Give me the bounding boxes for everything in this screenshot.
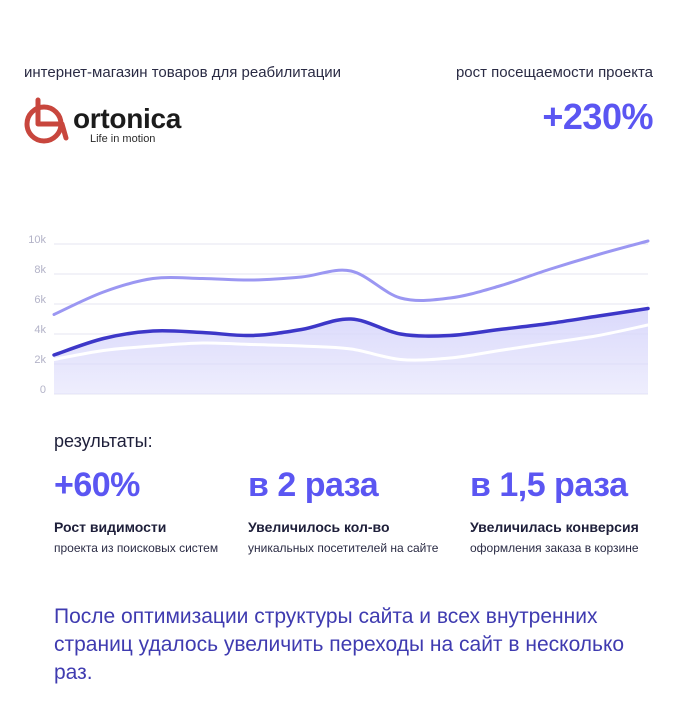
ortonica-logo xyxy=(24,97,69,144)
metric-desc-conversion: оформления заказа в корзине xyxy=(470,541,639,555)
logo-name: ortonica xyxy=(73,103,182,134)
y-tick-label: 10k xyxy=(28,234,46,246)
summary-text: После оптимизации структуры сайта и всех… xyxy=(54,605,625,684)
metric-title-visitors: Увеличилось кол-во xyxy=(248,519,390,535)
logo-tagline: Life in motion xyxy=(90,133,156,145)
growth-value: +230% xyxy=(542,96,653,137)
metric-title-conversion: Увеличилась конверсия xyxy=(470,519,639,535)
metric-value-conversion: в 1,5 раза xyxy=(470,466,628,504)
metric-title-visibility: Рост видимости xyxy=(54,519,167,535)
y-tick-label: 4k xyxy=(34,324,46,336)
results-heading: результаты: xyxy=(54,431,153,451)
metric-desc-visitors: уникальных посетителей на сайте xyxy=(248,541,439,555)
metric-value-visitors: в 2 раза xyxy=(248,466,379,504)
series-0-line xyxy=(52,239,650,316)
series-2-line xyxy=(52,323,650,362)
traffic-chart: 0 2k 4k 6k 8k 10k xyxy=(28,234,650,396)
y-tick-label: 2k xyxy=(34,354,46,366)
y-tick-label: 0 xyxy=(40,384,46,396)
metric-desc-visibility: проекта из поисковых систем xyxy=(54,541,219,555)
project-description: интернет-магазин товаров для реабилитаци… xyxy=(24,64,342,81)
series-1-line xyxy=(52,306,650,357)
growth-label: рост посещаемости проекта xyxy=(455,64,653,81)
metric-value-visibility: +60% xyxy=(54,466,140,504)
y-tick-label: 6k xyxy=(34,294,46,306)
y-tick-label: 8k xyxy=(34,264,46,276)
wheelchair-icon xyxy=(24,97,69,144)
